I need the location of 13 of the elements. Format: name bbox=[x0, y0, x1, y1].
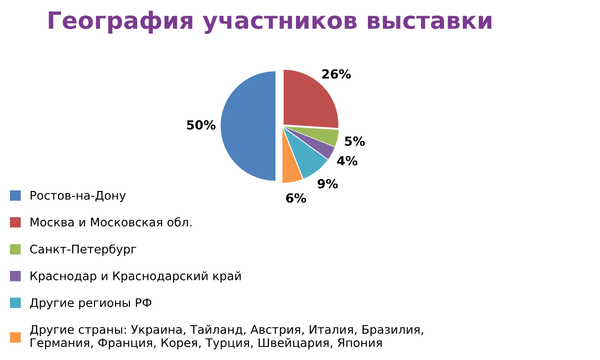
data-label: 6% bbox=[286, 193, 306, 203]
data-label: 26% bbox=[322, 69, 351, 79]
data-label: 4% bbox=[337, 156, 358, 166]
legend-label: Москва и Московская обл. bbox=[30, 217, 192, 227]
legend-label: Другие страны: Украина, Тайланд, Австрия, Италия, Бразилия, Германия, Франция, Корея, Турция, Швейцария, Япония bbox=[30, 324, 424, 350]
chart-title: География участников выставки bbox=[48, 10, 492, 34]
legend-label: Ростов-на-Дону bbox=[30, 191, 126, 202]
legend-label: Краснодар и Краснодарский край bbox=[30, 271, 241, 283]
data-label: 9% bbox=[318, 178, 338, 188]
data-label: 5% bbox=[344, 136, 365, 146]
legend-label: Другие регионы РФ bbox=[30, 298, 152, 310]
data-label: 50% bbox=[187, 120, 216, 130]
legend-label: Санкт-Петербург bbox=[30, 244, 136, 256]
